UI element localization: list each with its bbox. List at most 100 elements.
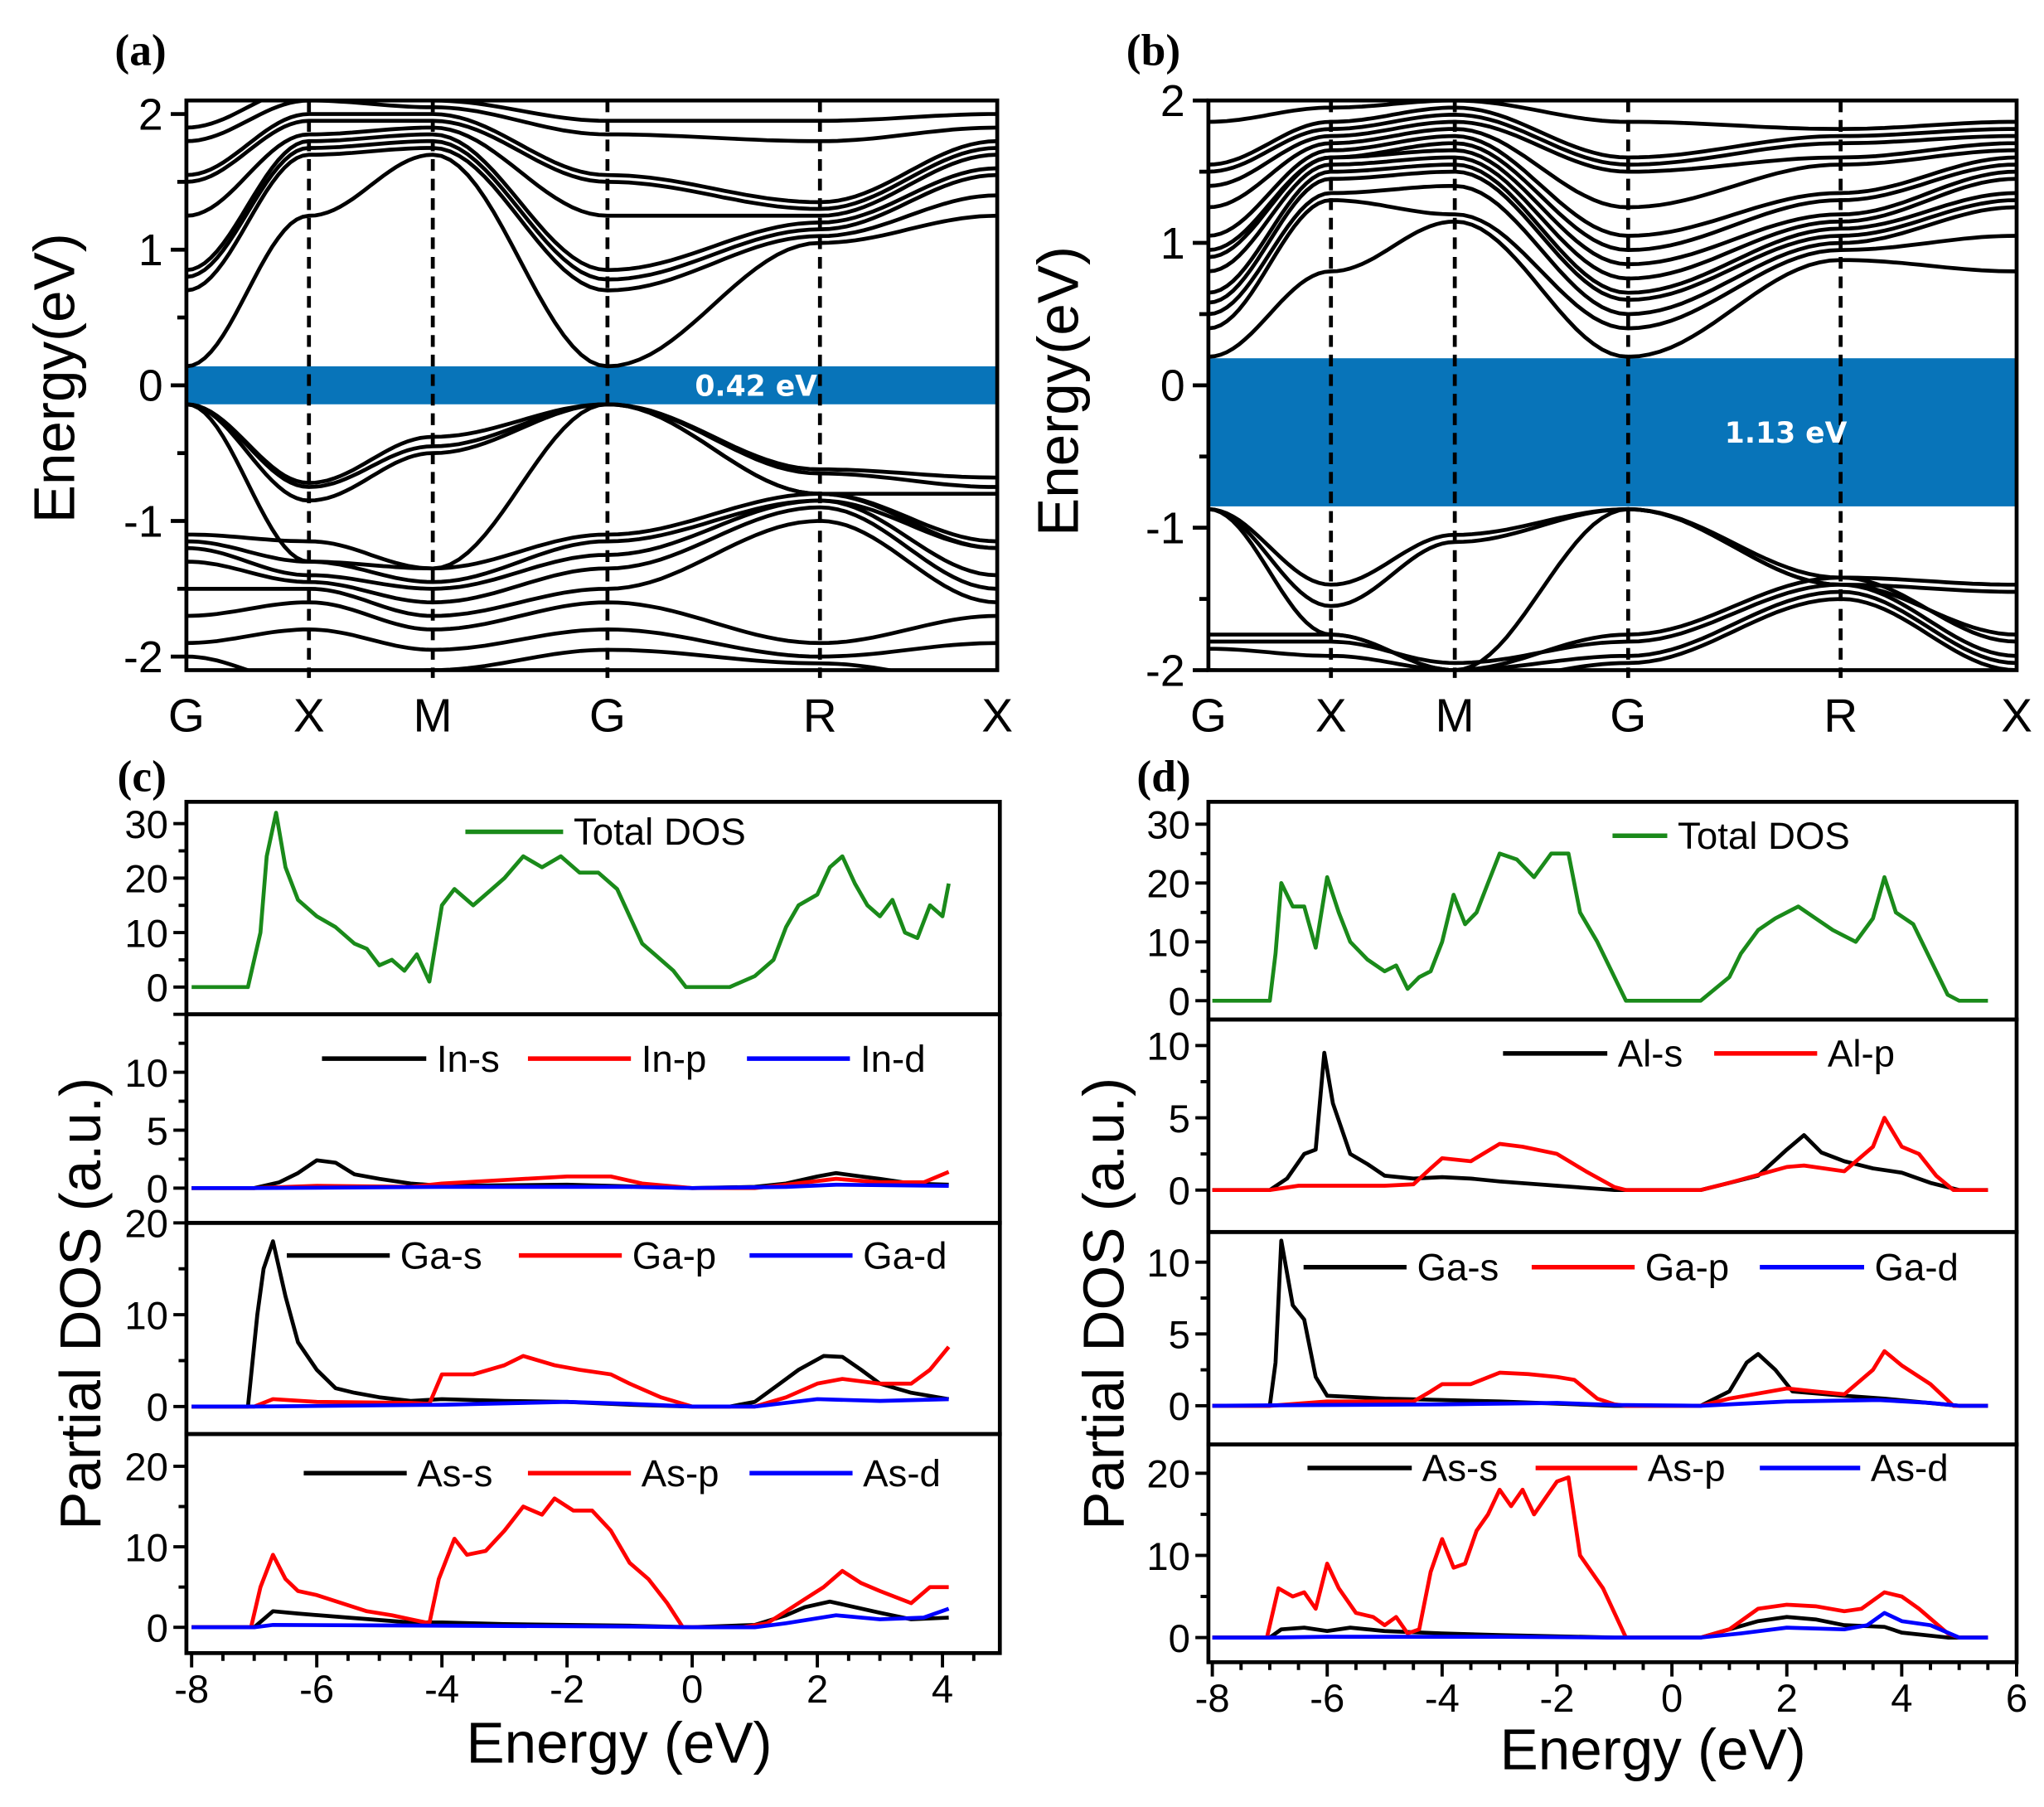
legend-label: In-d [860,1038,926,1080]
band-line [186,505,998,605]
band-line [186,146,998,293]
band-line [1208,100,2017,132]
x-tick-label: -8 [174,1667,209,1711]
plot-frame [1206,1017,2019,1234]
band-line [1208,169,2017,305]
dos-subplot-0: Total DOS 0 10 20 30 [1146,799,2019,1024]
y-tick-label: -1 [124,497,163,546]
x-tick-label: -4 [1425,1676,1460,1720]
band-line [186,402,998,486]
x-tick-label: 6 [2006,1676,2027,1720]
band-line [1208,155,2017,281]
dos-curve-al-p [1212,1116,1988,1193]
y-tick-label: 10 [124,1051,167,1095]
band-line [186,132,998,273]
dos-curve-ga-d [191,1397,949,1409]
y-tick-label: 5 [147,1109,168,1153]
legend-label: As-s [1422,1447,1498,1490]
legend-label: Total DOS [574,811,746,853]
band-line [1208,582,2017,666]
x-tick-label: 4 [932,1667,953,1711]
x-tick-label: 2 [1776,1676,1798,1720]
band-line [186,125,998,218]
legend-label: In-p [642,1038,707,1080]
y-axis-title-b: Energy(eV) [1026,246,1091,536]
y-tick-label: 0 [1169,1169,1190,1213]
y-tick-label: 10 [124,911,167,955]
x-tick-label: -6 [1310,1676,1344,1720]
y-tick-label: 10 [1146,921,1189,965]
dos-curve-total-dos [191,811,951,990]
dos-curve-as-d [1212,1611,1988,1640]
k-point-label: G [1190,689,1227,741]
legend-label: Al-p [1828,1033,1895,1075]
legend-label: As-p [642,1452,719,1495]
y-tick-label: 10 [1146,1025,1189,1068]
band-gap-label: 1.13 eV [1725,417,1848,450]
y-tick-label: 30 [1146,803,1189,847]
y-tick-label: 0 [147,1167,168,1211]
y-tick-label: -2 [124,633,163,682]
k-point-label: X [2001,689,2032,741]
x-tick-label: 4 [1891,1676,1912,1720]
dos-curve-as-p [1212,1475,1988,1640]
band-line [1208,133,2017,238]
band-gap-label: 0.42 eV [695,370,817,403]
y-tick-label: 20 [1146,1452,1189,1496]
dos-subplot-1: Al-s Al-p 0 5 10 [1146,1017,2019,1234]
band-line [186,600,998,646]
k-point-label: X [981,689,1013,741]
band-line [1208,589,2017,671]
x-tick-label: -4 [424,1667,459,1711]
band-line [1208,184,2017,317]
band-gap-region [1208,358,2017,506]
y-tick-label: 0 [147,1385,168,1429]
band-line [1208,105,2017,167]
band-line [1208,119,2017,188]
panel-label-b: (b) [1126,26,1180,75]
k-point-label: R [1824,689,1858,741]
y-tick-label: 10 [1146,1241,1189,1285]
legend-label: In-s [437,1038,500,1080]
band-line [186,138,998,282]
x-axis-title-c: Energy (eV) [466,1710,772,1775]
y-tick-label: -2 [1146,647,1185,695]
band-line [1208,141,2017,252]
x-tick-label: 0 [681,1667,703,1711]
band-line [186,100,998,143]
y-tick-label: 0 [1160,362,1185,411]
panel-label-a: (a) [114,26,166,75]
panel-label-c: (c) [118,752,167,802]
band-line [186,627,998,659]
legend-label: Total DOS [1678,815,1850,857]
k-point-label: R [803,689,837,741]
dos-subplot-2: Ga-s Ga-p Ga-d 0 10 20 [124,1202,1002,1436]
x-tick-label: -8 [1195,1676,1230,1720]
y-tick-label: 1 [1160,220,1185,269]
band-line [1208,112,2017,174]
x-tick-label: -2 [550,1667,584,1711]
plot-frame [1206,1442,2019,1664]
band-line [186,119,998,211]
dos-curve-ga-s [191,1239,950,1409]
band-line [1208,219,2017,359]
y-tick-label: 1 [138,226,163,275]
legend-label: Al-s [1618,1033,1683,1075]
y-axis-title-a: Energy(eV) [22,233,87,523]
dos-curve-ga-p [191,1345,951,1409]
legend-label: As-p [1648,1447,1726,1490]
y-tick-label: 0 [1169,1616,1190,1660]
dos-curve-as-p [191,1496,949,1630]
y-tick-label: 10 [124,1293,167,1337]
k-point-label: G [168,689,205,741]
panel-label-d: (d) [1136,752,1190,802]
band-line [186,100,998,130]
legend-label: Ga-p [632,1234,716,1277]
plot-frame [184,1432,1002,1655]
dos-curve-al-s [1212,1050,1988,1193]
band-line [1208,127,2017,210]
y-tick-label: 20 [124,1202,167,1246]
band-line [1208,162,2017,295]
y-tick-label: 5 [1169,1313,1190,1357]
